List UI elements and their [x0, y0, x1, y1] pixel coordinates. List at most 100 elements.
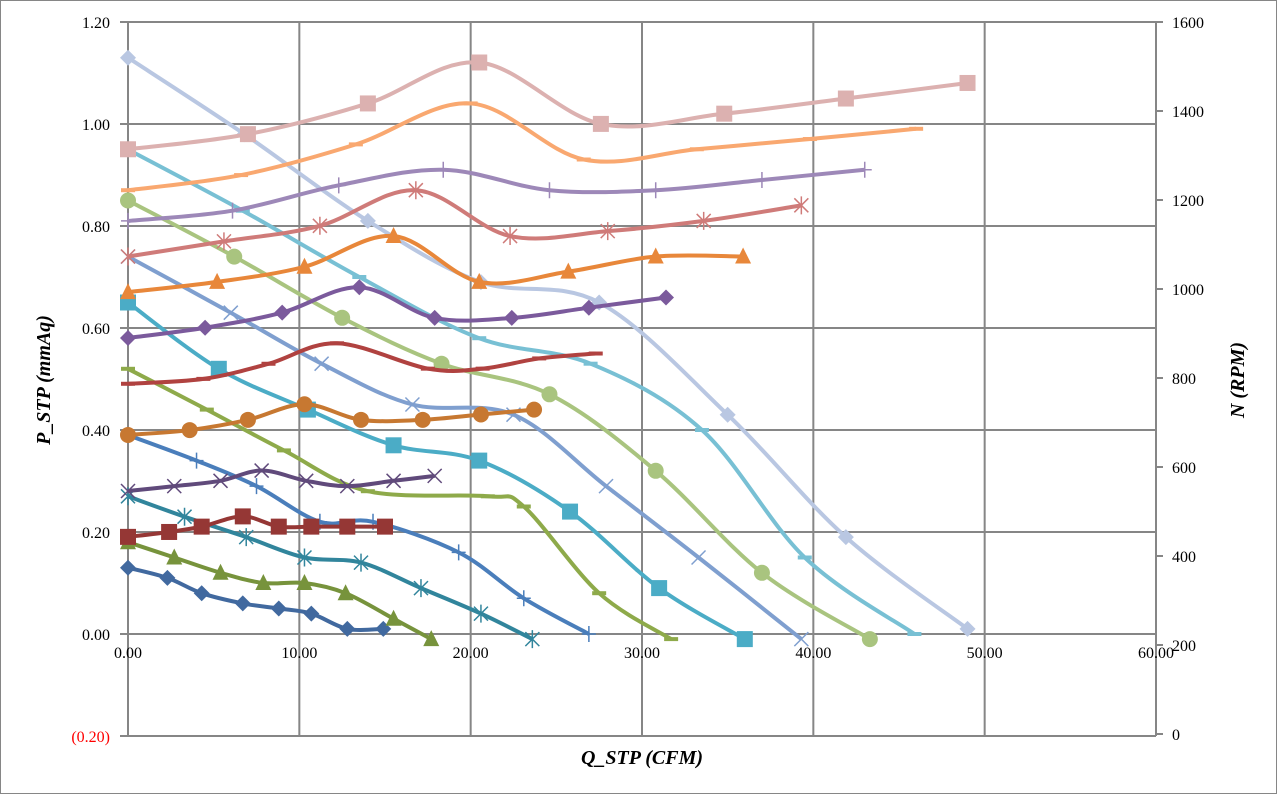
x-axis-label: Q_STP (CFM) [581, 747, 703, 769]
series-p6 [120, 294, 753, 648]
diamond-marker [719, 406, 736, 423]
circle-marker [541, 386, 558, 403]
y2-tick-label: 0 [1172, 727, 1180, 744]
triangle-marker [212, 563, 229, 580]
series-line [127, 234, 744, 295]
y-tick-label: 0.40 [82, 423, 110, 440]
triangle-marker [423, 630, 440, 647]
asterisk-marker [413, 579, 429, 598]
y2-tick-label: 400 [1172, 549, 1196, 566]
y-tick-label: 0.20 [82, 525, 110, 542]
diamond-marker [234, 595, 251, 612]
series-p7 [120, 249, 809, 647]
circle-marker [526, 401, 543, 418]
series-p5 [121, 366, 679, 642]
x-tick-label: 0.00 [114, 645, 142, 662]
diamond-marker [959, 620, 976, 637]
asterisk-marker [120, 247, 136, 266]
asterisk-marker [600, 222, 616, 241]
diamond-marker [359, 212, 376, 229]
y2-tick-label: 800 [1172, 371, 1196, 388]
x-marker [254, 463, 270, 479]
diamond-marker [580, 299, 597, 316]
circle-marker [226, 248, 243, 265]
circle-marker [433, 355, 450, 372]
x-marker [598, 478, 614, 494]
diamond-marker [120, 559, 136, 576]
series-line [127, 101, 917, 193]
y-axis-label: P_STP (mmAq) [33, 315, 55, 446]
x-tick-label: 20.00 [453, 645, 489, 662]
square-marker [270, 518, 287, 535]
y2-tick-label: 1200 [1172, 193, 1204, 210]
y-tick-label: 0.60 [82, 321, 110, 338]
y2-axis-label: N (RPM) [1227, 342, 1249, 419]
square-marker [359, 95, 376, 112]
square-marker [120, 141, 136, 158]
circle-marker [647, 462, 664, 479]
circle-marker [353, 411, 370, 428]
square-marker [562, 503, 579, 520]
square-marker [716, 105, 733, 122]
asterisk-marker [312, 216, 328, 235]
y2-tick-label: 1000 [1172, 282, 1204, 299]
triangle-marker [296, 257, 313, 274]
triangle-marker [166, 548, 183, 565]
square-marker [837, 90, 854, 107]
diamond-marker [274, 304, 291, 321]
triangle-marker [385, 227, 402, 244]
tick-labels: 0.00 10.00 20.00 30.00 40.00 50.00 60.00 1.20 1.… [71, 15, 1204, 746]
series-p1 [120, 559, 392, 637]
diamond-marker [270, 600, 287, 617]
x-marker [427, 468, 443, 484]
diamond-marker [657, 289, 674, 306]
series-line [127, 198, 871, 641]
plus-marker [451, 544, 466, 561]
diamond-marker [503, 309, 520, 326]
square-marker [339, 518, 356, 535]
circle-marker [181, 422, 198, 439]
series-p2 [120, 533, 440, 647]
diamond-marker [837, 529, 854, 546]
asterisk-marker [696, 211, 712, 230]
square-marker [210, 360, 227, 377]
series-n9 [121, 101, 924, 193]
series-n2 [120, 463, 443, 499]
x-marker [314, 356, 330, 372]
diamond-marker [303, 605, 320, 622]
diamond-marker [120, 329, 136, 346]
series-n8 [121, 161, 872, 229]
y-tick-label: 1.20 [82, 15, 110, 32]
diamond-marker [426, 309, 443, 326]
series-line [127, 468, 435, 494]
series-line [127, 494, 534, 641]
asterisk-marker [353, 553, 369, 572]
x-marker [793, 631, 809, 647]
circle-marker [334, 309, 351, 326]
series-line [127, 60, 968, 152]
x-tick-label: 30.00 [624, 645, 660, 662]
x-marker [386, 473, 402, 489]
triangle-marker [255, 574, 272, 590]
square-marker [959, 74, 976, 91]
square-marker [736, 631, 753, 648]
diamond-marker [339, 620, 356, 637]
series-p3 [120, 487, 540, 649]
x-marker [298, 473, 314, 489]
y2-tick-label: 600 [1172, 460, 1196, 477]
diamond-marker [351, 279, 368, 296]
series-n4 [121, 341, 603, 386]
triangle-marker [385, 609, 402, 626]
series-n7 [120, 181, 809, 266]
plus-marker [331, 177, 346, 194]
diamond-marker [193, 585, 210, 602]
plus-marker [225, 202, 240, 219]
plus-marker [189, 452, 204, 469]
asterisk-marker [216, 232, 232, 251]
square-marker [234, 508, 251, 525]
asterisk-marker [408, 181, 424, 200]
triangle-marker [120, 283, 136, 300]
series-n1 [120, 508, 393, 545]
y2-tick-label: 1600 [1172, 15, 1204, 32]
